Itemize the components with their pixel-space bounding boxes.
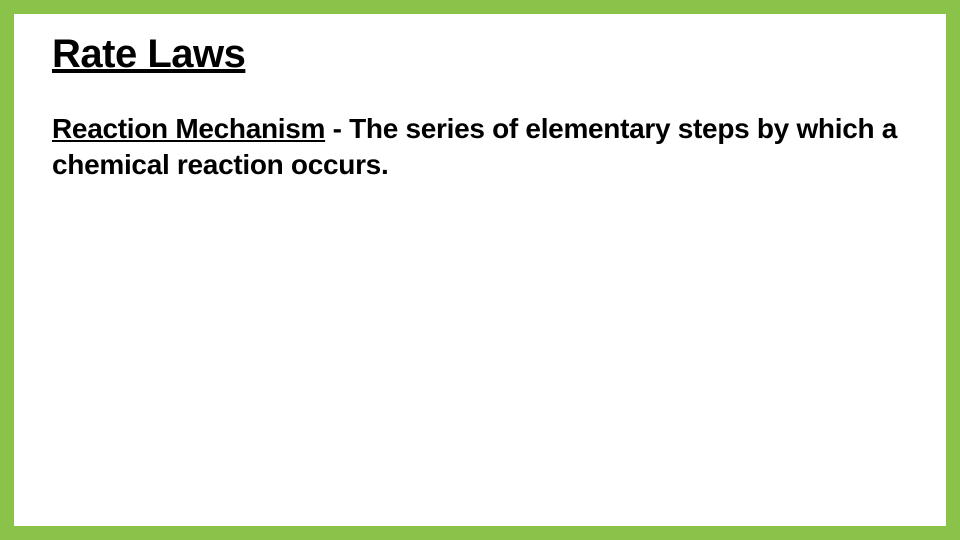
slide-title: Rate Laws bbox=[52, 32, 908, 77]
slide-body: Reaction Mechanism - The series of eleme… bbox=[52, 111, 908, 184]
slide-frame: Rate Laws Reaction Mechanism - The serie… bbox=[0, 0, 960, 540]
term-label: Reaction Mechanism bbox=[52, 113, 325, 144]
